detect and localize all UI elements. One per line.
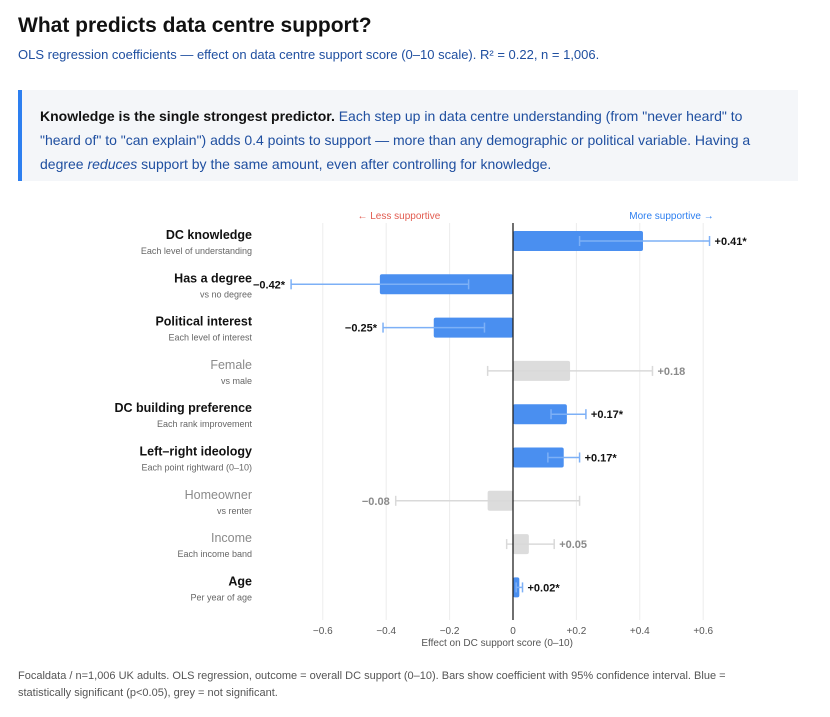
- x-axis-label: Effect on DC support score (0–10): [421, 638, 573, 649]
- coefficient-label: +0.02*: [528, 582, 561, 594]
- predictor-sub: Per year of age: [190, 592, 252, 602]
- x-tick-label: −0.4: [376, 626, 396, 637]
- callout-lead: Knowledge is the single strongest predic…: [40, 108, 335, 124]
- coefficient-label: −0.08: [362, 496, 390, 508]
- predictor-sub: Each level of understanding: [141, 246, 252, 256]
- callout-emphasis: reduces: [87, 156, 138, 172]
- x-tick-label: +0.2: [567, 626, 587, 637]
- callout-body-1: Each step up in data centre understandin…: [40, 108, 751, 172]
- page-subtitle: OLS regression coefficients — effect on …: [18, 47, 600, 62]
- coefficient-chart: −0.6 −0.4 −0.2 0 +0.2 +0.4 +0.6 Effect on DC su…: [114, 211, 748, 649]
- predictor-name: Left–right ideology: [140, 445, 253, 459]
- predictor-name: Income: [211, 531, 252, 545]
- coefficient-label: +0.05: [559, 539, 587, 551]
- coefficient-label: +0.41*: [715, 236, 748, 248]
- coefficient-label: +0.18: [657, 366, 685, 378]
- coefficient-label: +0.17*: [591, 409, 624, 421]
- x-tick-label: +0.4: [630, 626, 650, 637]
- x-tick-label: −0.2: [440, 626, 460, 637]
- callout-body-2: support by the same amount, even after c…: [137, 156, 552, 172]
- coefficient-bar: [513, 231, 643, 251]
- predictor-sub: Each point rightward (0–10): [141, 463, 252, 473]
- footer-note: Focaldata / n=1,006 UK adults. OLS regre…: [18, 670, 726, 699]
- more-supportive-label: More supportive →: [629, 211, 713, 222]
- less-supportive-label: ← Less supportive: [357, 211, 440, 222]
- coefficient-bar: [513, 447, 564, 468]
- coefficient-label: −0.25*: [345, 323, 378, 335]
- predictor-sub: Each income band: [177, 549, 252, 559]
- coefficient-label: +0.17*: [585, 453, 618, 465]
- coefficient-label: −0.42*: [253, 279, 286, 291]
- x-tick-label: 0: [510, 626, 516, 637]
- predictor-name: Political interest: [155, 315, 252, 329]
- key-finding-callout: Knowledge is the single strongest predic…: [18, 90, 798, 181]
- predictor-sub: vs renter: [217, 506, 252, 516]
- predictor-sub: Each level of interest: [168, 333, 252, 343]
- coefficient-bar: [513, 404, 567, 425]
- x-tick-label: +0.6: [693, 626, 713, 637]
- predictor-sub: vs male: [221, 376, 252, 386]
- predictor-sub: Each rank improvement: [157, 419, 253, 429]
- predictor-name: Has a degree: [174, 271, 252, 285]
- predictor-name: DC building preference: [114, 401, 252, 415]
- predictor-name: Age: [228, 574, 252, 588]
- predictor-name: Homeowner: [185, 488, 252, 502]
- predictor-name: Female: [210, 358, 252, 372]
- predictor-sub: vs no degree: [200, 289, 252, 299]
- x-tick-label: −0.6: [313, 626, 333, 637]
- predictor-name: DC knowledge: [166, 228, 252, 242]
- page-title: What predicts data centre support?: [18, 14, 372, 37]
